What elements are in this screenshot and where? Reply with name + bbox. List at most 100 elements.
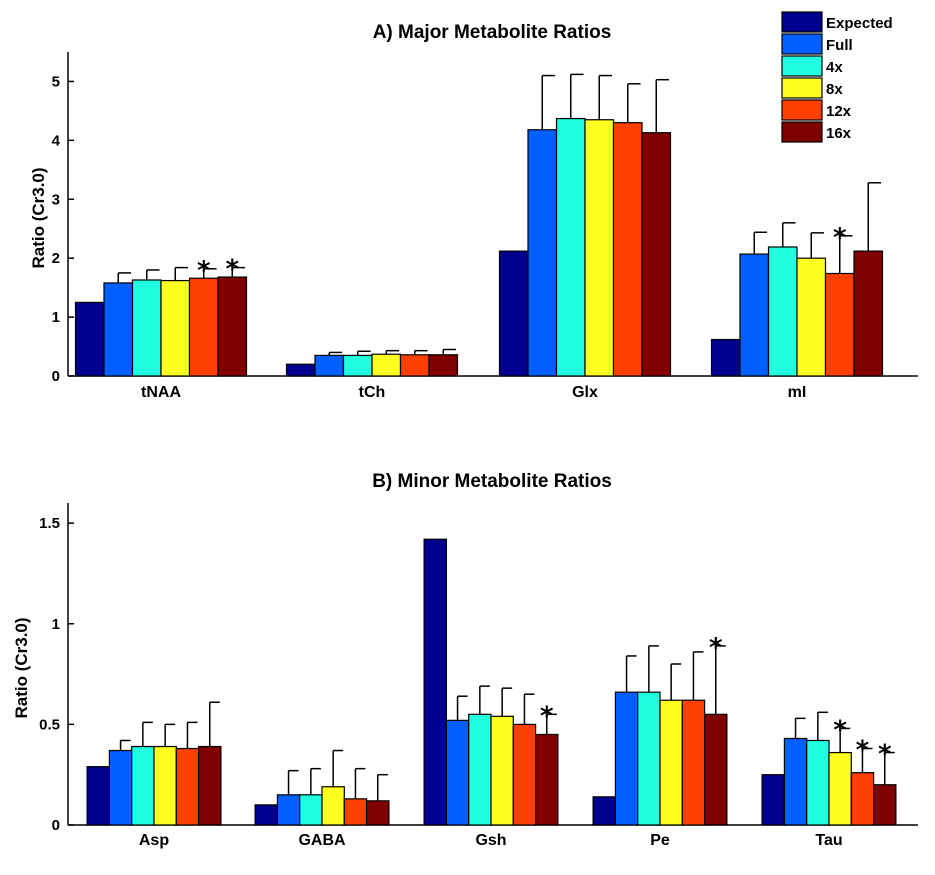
x-tick-label-tch: tCh — [359, 384, 386, 401]
bar-mi-12x — [824, 272, 855, 377]
significance-star-tau-8x: * — [833, 715, 847, 745]
bar-tnaa-4x — [131, 279, 162, 377]
bar-tch-expected — [285, 363, 316, 377]
bar-glx-full — [527, 129, 558, 377]
bar-mi-expected — [710, 338, 741, 377]
x-tick-label-pe: Pe — [650, 832, 670, 849]
bar-gaba-full — [276, 794, 301, 826]
bar-glx-8x — [584, 119, 615, 377]
y-tick-label: 0.5 — [39, 716, 60, 733]
bar-tau-expected — [761, 774, 785, 826]
bar-pe-8x — [659, 699, 683, 826]
bar-pe-16x — [703, 713, 728, 826]
y-tick-label: 1 — [52, 309, 60, 326]
bar-asp-4x — [131, 745, 155, 826]
bar-gsh-16x — [534, 733, 559, 826]
legend-label-full: Full — [826, 37, 853, 54]
bar-pe-expected — [592, 796, 616, 826]
legend-label-8x: 8x — [826, 81, 843, 98]
significance-star-pe-16x: * — [709, 633, 723, 663]
bar-glx-expected — [498, 250, 529, 377]
bar-tnaa-expected — [74, 301, 105, 377]
x-tick-label-gsh: Gsh — [475, 832, 506, 849]
bar-tau-8x — [828, 751, 852, 826]
bar-gsh-12x — [512, 723, 537, 826]
y-tick-label: 5 — [52, 73, 60, 90]
significance-star-tnaa-12x: * — [197, 256, 211, 286]
legend-label-16x: 16x — [826, 125, 852, 142]
bar-gaba-8x — [321, 786, 345, 826]
x-tick-label-glx: Glx — [572, 384, 598, 401]
legend-swatch-12x — [781, 99, 823, 121]
bar-tnaa-12x — [188, 277, 219, 377]
bar-tau-12x — [850, 772, 875, 826]
bar-gaba-expected — [254, 804, 279, 826]
significance-star-tau-12x: * — [856, 736, 870, 766]
legend-swatch-full — [781, 33, 823, 55]
chart-legend: Expected Full 4x 8x 12x 16x — [781, 11, 893, 143]
bar-tnaa-8x — [160, 279, 191, 377]
chart-title: B) Minor Metabolite Ratios — [372, 471, 612, 492]
bar-glx-16x — [641, 132, 672, 377]
chart-title: A) Major Metabolite Ratios — [373, 22, 612, 43]
bar-mi-full — [739, 253, 770, 377]
bar-gaba-16x — [366, 800, 390, 826]
bar-tch-full — [314, 354, 345, 377]
bar-asp-full — [108, 749, 133, 826]
y-tick-label: 3 — [52, 191, 60, 208]
y-axis-label: Ratio (Cr3.0) — [29, 167, 48, 268]
bar-mi-16x — [853, 250, 884, 377]
y-axis-label: Ratio (Cr3.0) — [12, 617, 31, 718]
bar-tnaa-full — [103, 282, 134, 377]
y-tick-label: 1.5 — [39, 515, 60, 532]
bar-asp-16x — [198, 745, 222, 826]
y-tick-label: 4 — [52, 132, 61, 149]
bar-asp-12x — [175, 747, 200, 826]
x-tick-label-gaba: GABA — [298, 832, 346, 849]
bar-gsh-expected — [423, 538, 448, 826]
bar-pe-12x — [681, 699, 706, 826]
bar-glx-4x — [555, 117, 586, 377]
significance-star-tau-16x: * — [878, 740, 892, 770]
bar-gaba-4x — [299, 794, 323, 826]
legend-label-expected: Expected — [826, 15, 893, 32]
legend-swatch-8x — [781, 77, 823, 99]
bar-tau-4x — [806, 739, 830, 826]
x-tick-label-tau: Tau — [815, 832, 842, 849]
bar-glx-12x — [612, 122, 643, 377]
bar-gaba-12x — [343, 798, 368, 826]
bar-tau-full — [783, 737, 808, 826]
bar-tch-8x — [371, 353, 402, 377]
bar-gsh-8x — [490, 715, 514, 826]
bar-asp-expected — [86, 766, 110, 826]
bar-gsh-4x — [468, 713, 492, 826]
legend-swatch-expected — [781, 11, 823, 33]
bar-mi-8x — [796, 257, 827, 377]
legend-label-4x: 4x — [826, 59, 843, 76]
bar-tau-16x — [872, 784, 897, 826]
bar-gsh-full — [445, 719, 470, 826]
x-tick-label-tnaa: tNAA — [141, 384, 181, 401]
y-tick-label: 1 — [52, 616, 60, 633]
bar-tch-16x — [428, 354, 459, 377]
y-tick-label: 0 — [52, 817, 60, 834]
chart-minor-metabolites: B) Minor Metabolite Ratios Ratio (Cr3.0)… — [12, 471, 918, 849]
significance-star-tnaa-16x: * — [225, 255, 239, 285]
x-tick-label-mi: mI — [788, 384, 807, 401]
significance-star-gsh-16x: * — [540, 701, 554, 731]
x-tick-label-asp: Asp — [139, 832, 169, 849]
bar-pe-4x — [637, 691, 661, 826]
y-tick-label: 2 — [52, 250, 60, 267]
bar-mi-4x — [767, 246, 798, 377]
bar-tnaa-16x — [217, 276, 248, 377]
chart-major-metabolites: A) Major Metabolite Ratios Ratio (Cr3.0)… — [29, 22, 918, 401]
bar-asp-8x — [153, 745, 177, 826]
legend-swatch-16x — [781, 121, 823, 143]
legend-swatch-4x — [781, 55, 823, 77]
bar-tch-4x — [342, 354, 373, 377]
bar-tch-12x — [399, 354, 430, 377]
y-tick-label: 0 — [52, 368, 60, 385]
bar-pe-full — [614, 691, 639, 826]
significance-star-mi-12x: * — [833, 223, 847, 253]
